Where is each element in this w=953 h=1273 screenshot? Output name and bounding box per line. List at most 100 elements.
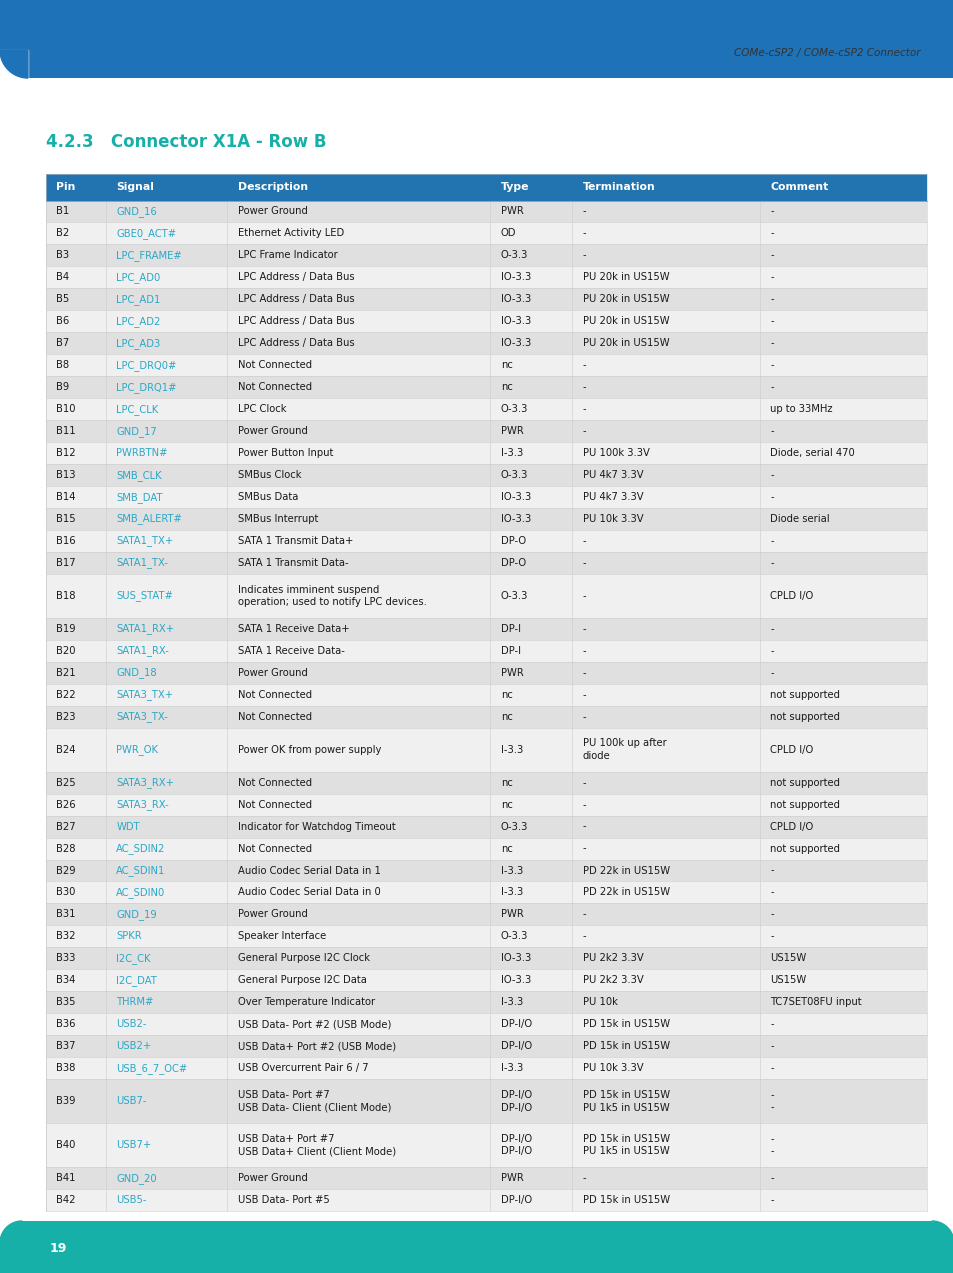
Text: -: - <box>770 339 773 349</box>
Text: -: - <box>582 668 586 677</box>
Text: B29: B29 <box>56 866 76 876</box>
Text: IO-3.3: IO-3.3 <box>500 493 530 502</box>
Text: O-3.3: O-3.3 <box>500 251 527 261</box>
Text: nc: nc <box>500 360 512 370</box>
Text: WDT: WDT <box>116 821 140 831</box>
Text: -: - <box>582 228 586 238</box>
Text: B12: B12 <box>56 448 76 458</box>
Text: B23: B23 <box>56 712 76 722</box>
Text: -: - <box>582 932 586 942</box>
Text: DP-I: DP-I <box>500 645 520 656</box>
Text: O-3.3: O-3.3 <box>500 591 527 601</box>
Text: USB7+: USB7+ <box>116 1141 152 1150</box>
Text: PD 15k in US15W: PD 15k in US15W <box>582 1020 669 1030</box>
Text: -: - <box>770 493 773 502</box>
Text: -: - <box>770 536 773 546</box>
Text: PU 2k2 3.3V: PU 2k2 3.3V <box>582 975 642 985</box>
Bar <box>46 552 926 574</box>
Bar <box>46 530 926 552</box>
Text: not supported: not supported <box>770 690 840 700</box>
Text: B5: B5 <box>56 294 70 304</box>
Bar <box>46 859 926 881</box>
Text: B25: B25 <box>56 778 76 788</box>
Bar <box>46 266 926 289</box>
Text: LPC_AD1: LPC_AD1 <box>116 294 160 304</box>
Text: Ethernet Activity LED: Ethernet Activity LED <box>237 228 344 238</box>
Bar <box>46 640 926 662</box>
Text: -: - <box>770 206 773 216</box>
Text: SMBus Interrupt: SMBus Interrupt <box>237 514 318 524</box>
Text: Audio Codec Serial Data in 0: Audio Codec Serial Data in 0 <box>237 887 380 897</box>
Text: I-3.3: I-3.3 <box>500 448 522 458</box>
Text: Termination: Termination <box>582 182 655 192</box>
Bar <box>46 311 926 332</box>
Text: not supported: not supported <box>770 799 840 810</box>
Polygon shape <box>931 1221 953 1242</box>
Text: not supported: not supported <box>770 844 840 853</box>
Text: Signal: Signal <box>116 182 154 192</box>
Text: GND_20: GND_20 <box>116 1172 157 1184</box>
Text: LPC_FRAME#: LPC_FRAME# <box>116 250 182 261</box>
Text: PD 15k in US15W
PU 1k5 in US15W: PD 15k in US15W PU 1k5 in US15W <box>582 1090 669 1113</box>
Text: LPC_DRQ0#: LPC_DRQ0# <box>116 360 176 370</box>
Text: nc: nc <box>500 382 512 392</box>
Text: I2C_CK: I2C_CK <box>116 953 151 964</box>
Text: IO-3.3: IO-3.3 <box>500 975 530 985</box>
Text: LPC Clock: LPC Clock <box>237 405 286 414</box>
Text: B2: B2 <box>56 228 70 238</box>
Text: LPC Address / Data Bus: LPC Address / Data Bus <box>237 272 355 283</box>
Text: B10: B10 <box>56 405 76 414</box>
Text: nc: nc <box>500 712 512 722</box>
Text: B42: B42 <box>56 1195 76 1206</box>
Text: B4: B4 <box>56 272 70 283</box>
Text: -: - <box>582 624 586 634</box>
Text: -: - <box>582 426 586 437</box>
Polygon shape <box>0 50 28 78</box>
Text: US15W: US15W <box>770 975 806 985</box>
Text: Type: Type <box>500 182 529 192</box>
Text: -: - <box>582 778 586 788</box>
Text: SATA 1 Transmit Data+: SATA 1 Transmit Data+ <box>237 536 353 546</box>
Text: IO-3.3: IO-3.3 <box>500 316 530 326</box>
Text: -: - <box>582 382 586 392</box>
Text: LPC_AD3: LPC_AD3 <box>116 337 160 349</box>
Text: B11: B11 <box>56 426 76 437</box>
Bar <box>46 793 926 816</box>
Text: B27: B27 <box>56 821 76 831</box>
Bar <box>46 705 926 728</box>
Text: SUS_STAT#: SUS_STAT# <box>116 591 173 601</box>
Text: -: - <box>582 1172 586 1183</box>
Text: AC_SDIN0: AC_SDIN0 <box>116 887 166 897</box>
Text: IO-3.3: IO-3.3 <box>500 514 530 524</box>
Text: nc: nc <box>500 778 512 788</box>
Text: Not Connected: Not Connected <box>237 712 312 722</box>
Text: -
-: - - <box>770 1090 773 1113</box>
Text: LPC_AD0: LPC_AD0 <box>116 272 160 283</box>
Text: B41: B41 <box>56 1172 76 1183</box>
Bar <box>46 881 926 904</box>
Bar <box>46 354 926 377</box>
Text: USB Data- Port #7
USB Data- Client (Client Mode): USB Data- Port #7 USB Data- Client (Clie… <box>237 1090 391 1113</box>
Bar <box>0 0 953 78</box>
Text: B28: B28 <box>56 844 76 853</box>
Text: B38: B38 <box>56 1063 75 1073</box>
Text: USB2-: USB2- <box>116 1020 147 1030</box>
Text: nc: nc <box>500 799 512 810</box>
Text: I-3.3: I-3.3 <box>500 997 522 1007</box>
Bar <box>46 904 926 925</box>
Text: -: - <box>770 558 773 568</box>
Text: Not Connected: Not Connected <box>237 799 312 810</box>
Text: Power Ground: Power Ground <box>237 668 308 677</box>
Bar <box>46 684 926 705</box>
Text: IO-3.3: IO-3.3 <box>500 953 530 964</box>
Text: PWR: PWR <box>500 909 523 919</box>
Text: -: - <box>582 206 586 216</box>
Text: I-3.3: I-3.3 <box>500 887 522 897</box>
Bar <box>46 377 926 398</box>
Text: B33: B33 <box>56 953 75 964</box>
Text: Not Connected: Not Connected <box>237 382 312 392</box>
Text: USB2+: USB2+ <box>116 1041 152 1051</box>
Text: I-3.3: I-3.3 <box>500 866 522 876</box>
Text: SMB_CLK: SMB_CLK <box>116 470 162 480</box>
Text: B8: B8 <box>56 360 70 370</box>
